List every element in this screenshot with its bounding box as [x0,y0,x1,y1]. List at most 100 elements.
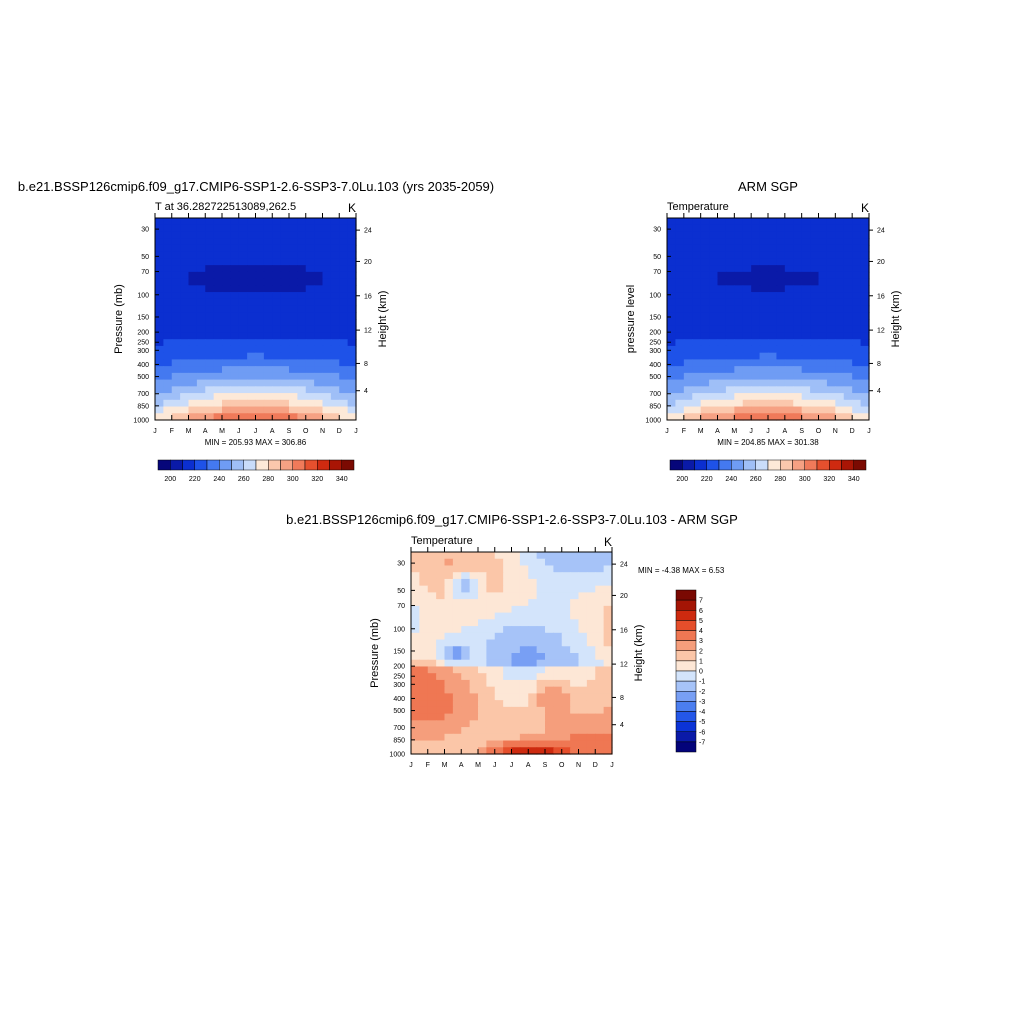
heatmap-cell [486,747,496,755]
heatmap-cell [272,231,282,239]
heatmap-cell [536,599,546,607]
heatmap-cell [603,605,613,614]
y-tick-label: 850 [649,403,661,410]
heatmap-cell [776,224,786,233]
heatmap-cell [776,278,786,286]
heatmap-cell [205,278,215,286]
heatmap-cell [155,332,164,340]
heatmap-cell [511,713,521,721]
heatmap-cell [289,352,298,360]
heatmap-cell [717,325,727,334]
heatmap-cell [675,271,685,280]
heatmap-cell [519,632,529,641]
y-tick-label: 70 [653,269,661,276]
heatmap-cell [314,258,324,266]
heatmap-cell [163,278,173,286]
heatmap-cell [742,251,752,259]
heatmap-cell [545,747,554,755]
heatmap-cell [339,372,349,381]
heatmap-cell [776,251,786,259]
heatmap-cell [801,271,811,280]
heatmap-cell [469,653,479,661]
heatmap-cell [835,413,845,421]
heatmap-cell [427,639,437,647]
heatmap-cell [478,740,487,748]
colorbar-swatch [780,459,793,471]
heatmap-cell [255,298,265,307]
colorbar-label: 320 [311,476,323,483]
heatmap-cell [561,552,571,560]
heatmap-cell [478,572,487,580]
heatmap-cell [725,271,735,280]
heatmap-cell [784,366,794,374]
y-tick-label: 700 [137,391,149,398]
heatmap-cell [801,386,811,394]
heatmap-cell [578,740,588,748]
heatmap-cell [180,285,190,293]
heatmap-cell [230,218,240,226]
heatmap-cell [852,292,862,300]
heatmap-cell [852,345,862,354]
heatmap-cell [675,231,685,239]
heatmap-cell [536,572,546,580]
heatmap-cell [818,265,828,273]
heatmap-cell [213,406,223,414]
heatmap-cell [667,359,677,367]
heatmap-cell [751,244,761,253]
heatmap-cell [163,325,173,334]
x-tick-label: J [510,762,514,769]
heatmap-cell [171,231,181,239]
heatmap-cell [595,646,605,654]
heatmap-cell [494,686,504,694]
heatmap-cell [751,271,761,280]
heatmap-cell [436,572,446,580]
heatmap-cell [163,413,173,421]
x-tick-label: J [610,762,614,769]
heatmap-cell [444,612,454,620]
heatmap-cell [297,413,307,421]
heatmap-cell [768,366,778,374]
heatmap-cell [314,305,324,313]
heatmap-cell [163,406,173,414]
heatmap-cell [570,693,580,701]
heatmap-cell [452,552,462,560]
heatmap-cell [180,238,190,246]
heatmap-cell [578,713,588,721]
heatmap-cell [486,727,496,735]
heatmap-cell [835,406,845,414]
heatmap-cell [444,686,454,694]
heatmap-cell [578,626,588,634]
colorbar-label: 300 [799,476,811,483]
heatmap-cell [709,224,719,233]
heatmap-cell [784,372,794,381]
heatmap-cell [818,339,828,347]
heatmap-cell [759,399,769,408]
heatmap-cell [709,271,719,280]
heatmap-cell [188,305,198,313]
heatmap-cell [180,359,190,367]
heatmap-cell [238,238,248,246]
heatmap-cell [519,599,529,607]
heatmap-cell [603,612,613,620]
heatmap-cell [419,626,429,634]
heatmap-cell [528,592,538,600]
heatmap-cell [545,558,554,567]
heatmap-cell [494,747,504,755]
heatmap-cell [818,319,828,327]
x-tick-label: O [303,428,309,435]
heatmap-cell [263,231,273,239]
heatmap-cell [347,332,357,340]
heatmap-cell [860,359,870,367]
heatmap-cell [280,319,290,327]
heatmap-cell [272,332,282,340]
heatmap-cell [742,265,752,273]
heatmap-cell [692,265,702,273]
y-tick-label: 50 [653,254,661,261]
heatmap-cell [339,339,349,347]
colorbar-swatch [829,459,842,471]
heatmap-cell [503,578,513,587]
heatmap-cell [238,258,248,266]
heatmap-cell [196,265,206,273]
heatmap-cell [595,653,605,661]
heatmap-cell [603,733,613,742]
